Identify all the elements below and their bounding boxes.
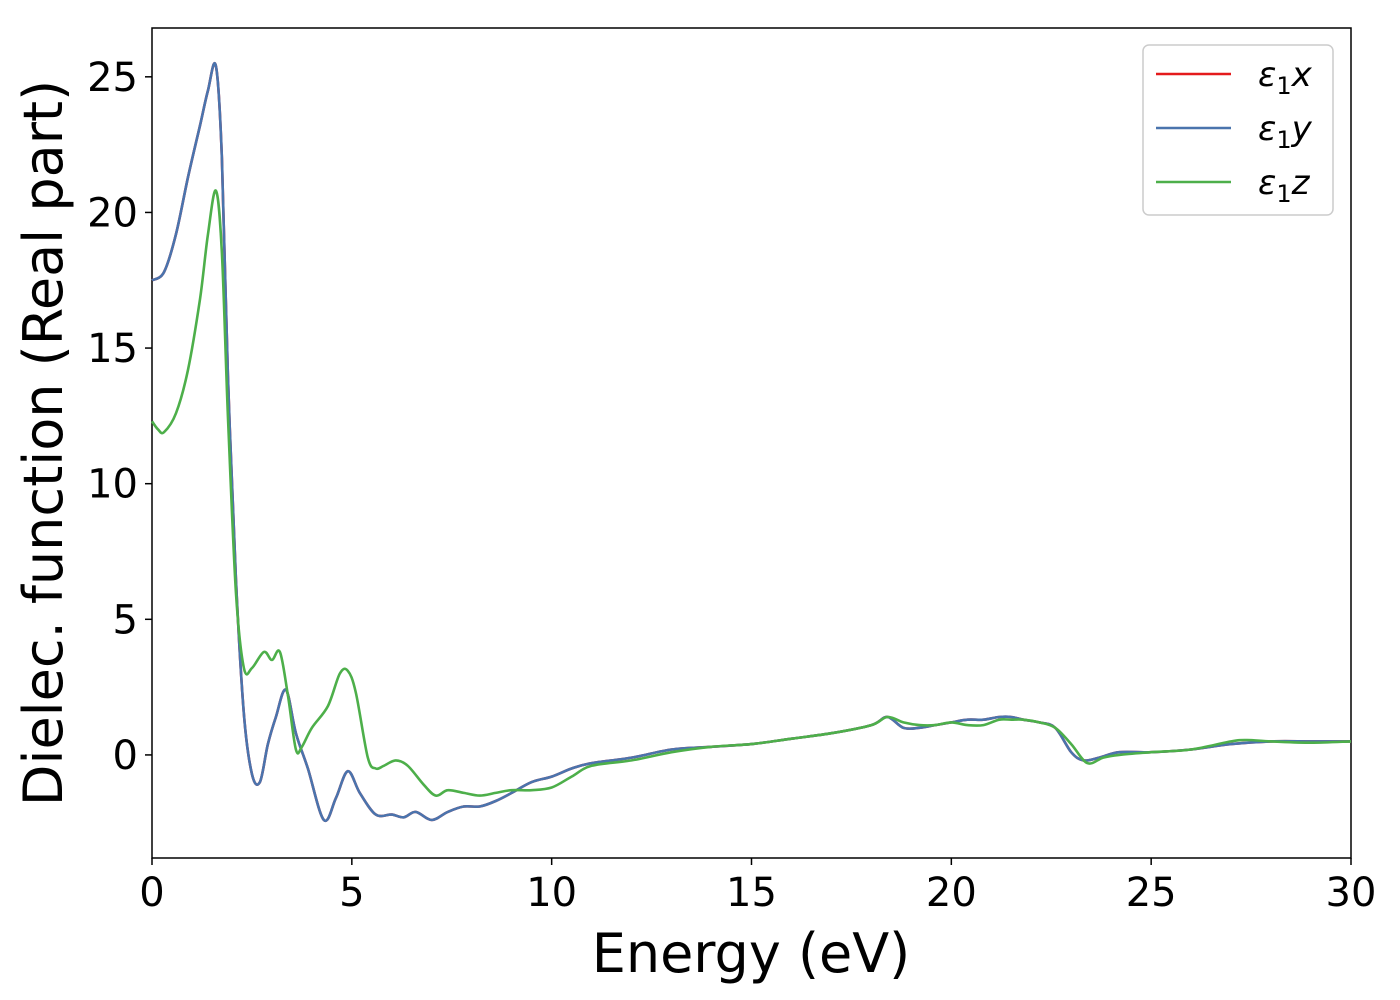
x-tick-label: 10 — [526, 870, 577, 916]
y-tick-label: 25 — [87, 55, 138, 101]
y-tick-label: 10 — [87, 462, 138, 508]
x-axis-label: Energy (eV) — [592, 922, 911, 985]
legend-frame — [1142, 44, 1334, 216]
x-tick-label: 30 — [1326, 870, 1377, 916]
series-layer — [150, 62, 1352, 823]
legend-item-y: ε1y — [1156, 109, 1313, 154]
x-tick-label: 15 — [726, 870, 777, 916]
legend-label: ε1z — [1258, 163, 1311, 208]
x-axis-ticks: 0 5 10 15 20 25 30 — [139, 858, 1376, 916]
x-tick-label: 25 — [1126, 870, 1177, 916]
legend-label: ε1x — [1258, 55, 1313, 100]
y-tick-label: 5 — [113, 597, 138, 643]
x-tick-label: 20 — [926, 870, 977, 916]
y-tick-label: 0 — [113, 733, 138, 779]
legend-label: ε1y — [1258, 109, 1313, 154]
legend: ε1x ε1y ε1z — [1142, 44, 1334, 216]
legend-item-x: ε1x — [1156, 55, 1313, 100]
y-tick-label: 15 — [87, 326, 138, 372]
legend-item-z: ε1z — [1156, 163, 1311, 208]
x-tick-label: 0 — [139, 870, 164, 916]
legend-entries: ε1x ε1y ε1z — [1156, 55, 1313, 208]
x-tick-label: 5 — [339, 870, 364, 916]
series-line-z — [150, 189, 1352, 797]
y-tick-label: 20 — [87, 190, 138, 236]
y-axis-label: Dielec. function (Real part) — [12, 80, 75, 806]
y-axis-ticks: 0 5 10 15 20 25 — [87, 55, 152, 779]
